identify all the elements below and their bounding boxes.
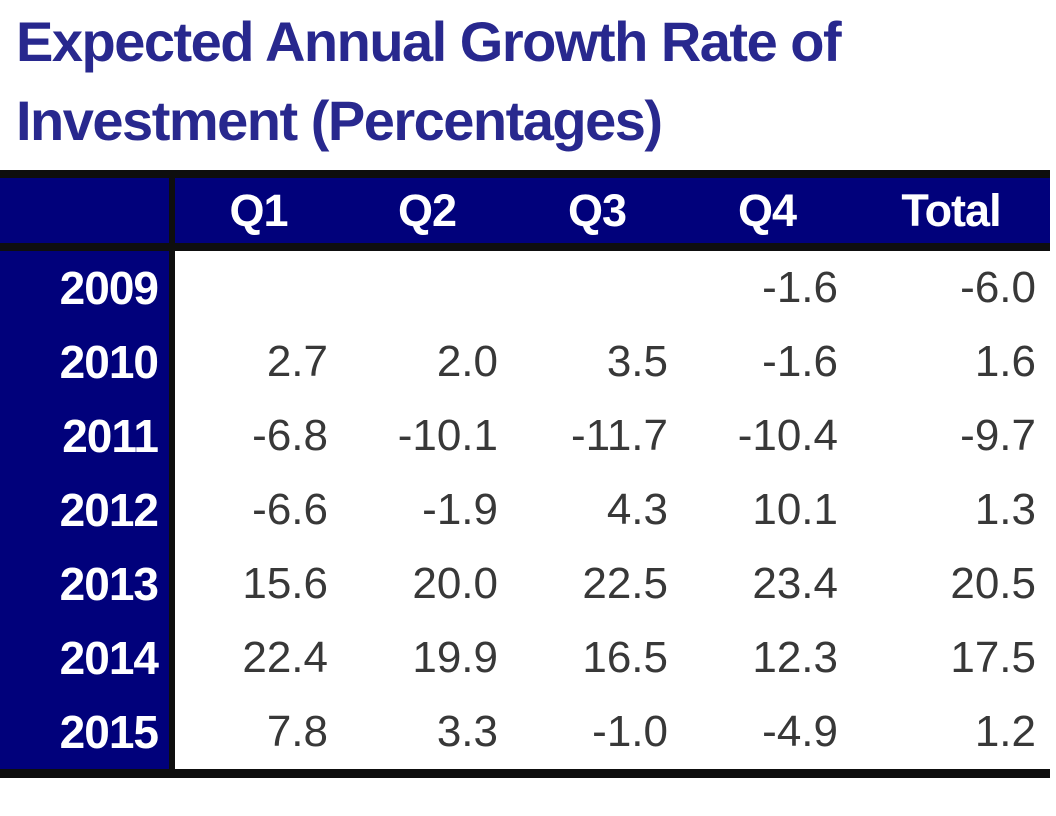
- value-cell: 4.3: [512, 473, 682, 547]
- value-cell: 20.0: [342, 547, 512, 621]
- value-cell: 1.2: [852, 695, 1050, 778]
- year-cell: 2009: [0, 247, 175, 325]
- value-cell: -11.7: [512, 399, 682, 473]
- value-cell: -9.7: [852, 399, 1050, 473]
- table-row-2010: 2010 2.7 2.0 3.5 -1.6 1.6: [0, 325, 1050, 399]
- table-row-2012: 2012 -6.6 -1.9 4.3 10.1 1.3: [0, 473, 1050, 547]
- value-cell: -1.6: [682, 247, 852, 325]
- value-cell: -6.0: [852, 247, 1050, 325]
- value-cell: 23.4: [682, 547, 852, 621]
- value-cell: 3.5: [512, 325, 682, 399]
- value-cell: 19.9: [342, 621, 512, 695]
- value-cell: 15.6: [172, 547, 342, 621]
- year-cell: 2010: [0, 325, 175, 399]
- table-row-2014: 2014 22.4 19.9 16.5 12.3 17.5: [0, 621, 1050, 695]
- value-cell: [342, 247, 512, 325]
- year-cell: 2013: [0, 547, 175, 621]
- value-cell: 10.1: [682, 473, 852, 547]
- table-body: 2009 -1.6 -6.0 2010 2.7 2.0 3.5 -1.6 1.6 2011 -6.8…: [0, 247, 1050, 778]
- value-cell: -1.6: [682, 325, 852, 399]
- header-cell-q3: Q3: [512, 170, 682, 251]
- value-cell: 2.0: [342, 325, 512, 399]
- year-cell: 2014: [0, 621, 175, 695]
- value-cell: 2.7: [172, 325, 342, 399]
- value-cell: 20.5: [852, 547, 1050, 621]
- page-title: Expected Annual Growth Rate of Investmen…: [16, 2, 842, 160]
- table-row-2015: 2015 7.8 3.3 -1.0 -4.9 1.2: [0, 695, 1050, 778]
- table-header-row: Q1 Q2 Q3 Q4 Total: [0, 170, 1050, 251]
- header-cell-q4: Q4: [682, 170, 852, 251]
- value-cell: -10.1: [342, 399, 512, 473]
- table-row-2013: 2013 15.6 20.0 22.5 23.4 20.5: [0, 547, 1050, 621]
- value-cell: 22.5: [512, 547, 682, 621]
- value-cell: [172, 247, 342, 325]
- page-title-line-1: Expected Annual Growth Rate of: [16, 10, 842, 73]
- value-cell: 16.5: [512, 621, 682, 695]
- value-cell: 22.4: [172, 621, 342, 695]
- value-cell: -1.9: [342, 473, 512, 547]
- year-cell: 2011: [0, 399, 175, 473]
- header-cell-year: [0, 170, 175, 251]
- year-cell: 2012: [0, 473, 175, 547]
- page-title-line-2: Investment (Percentages): [16, 89, 663, 152]
- value-cell: 1.3: [852, 473, 1050, 547]
- value-cell: -10.4: [682, 399, 852, 473]
- year-cell: 2015: [0, 695, 175, 778]
- value-cell: -6.8: [172, 399, 342, 473]
- value-cell: -4.9: [682, 695, 852, 778]
- header-cell-total: Total: [852, 170, 1050, 251]
- value-cell: [512, 247, 682, 325]
- table-row-2009: 2009 -1.6 -6.0: [0, 247, 1050, 325]
- value-cell: 1.6: [852, 325, 1050, 399]
- header-cell-q2: Q2: [342, 170, 512, 251]
- value-cell: -6.6: [172, 473, 342, 547]
- value-cell: 3.3: [342, 695, 512, 778]
- value-cell: 17.5: [852, 621, 1050, 695]
- growth-rate-table: Q1 Q2 Q3 Q4 Total 2009 -1.6 -6.0 2010 2.7 2.0 3.5-…: [0, 170, 1050, 778]
- value-cell: -1.0: [512, 695, 682, 778]
- value-cell: 12.3: [682, 621, 852, 695]
- table-row-2011: 2011 -6.8 -10.1 -11.7 -10.4 -9.7: [0, 399, 1050, 473]
- value-cell: 7.8: [172, 695, 342, 778]
- header-cell-q1: Q1: [172, 170, 342, 251]
